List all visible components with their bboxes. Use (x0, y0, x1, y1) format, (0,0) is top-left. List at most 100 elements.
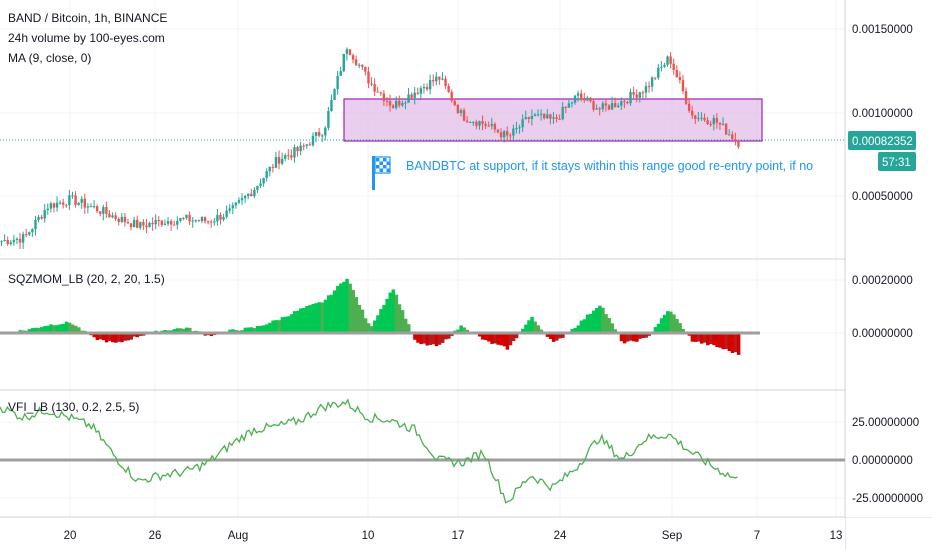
candle-body (502, 131, 506, 138)
candle-body (401, 103, 404, 106)
sqz-bar (255, 326, 260, 333)
candle-body (447, 86, 450, 92)
sqz-bar (530, 316, 534, 333)
sqz-bar (431, 333, 436, 345)
candle-body (120, 216, 123, 222)
candle-body (203, 217, 207, 222)
candle-body (74, 195, 77, 205)
sqz-bar (289, 314, 294, 333)
sqz-bar (61, 323, 66, 333)
candle-body (635, 94, 638, 98)
candle-body (604, 103, 608, 106)
sqz-bar (653, 327, 658, 333)
sqz-bar (555, 333, 559, 341)
volume-legend[interactable]: 24h volume by 100-eyes.com (8, 31, 165, 45)
sqz-bar (283, 316, 288, 333)
candle-body (691, 110, 694, 116)
sqz-bar (548, 333, 553, 339)
vfi-line-series[interactable] (0, 398, 738, 504)
sqz-bar (425, 333, 429, 346)
candle-body (154, 219, 157, 225)
sqz-bar (502, 333, 507, 347)
sqz-bar (70, 324, 75, 333)
sqz-bar (172, 329, 177, 333)
candle-body (592, 101, 595, 110)
sqz-bar (209, 333, 214, 337)
sqz-legend[interactable]: SQZMOM_LB (20, 2, 20, 1.5) (8, 272, 165, 286)
idea-annotation[interactable]: BANDBTC at support, if it stays within t… (372, 156, 813, 190)
sqz-bar (129, 333, 133, 340)
sqz-bar (181, 328, 186, 333)
candle-body (620, 101, 623, 106)
candle-body (265, 171, 268, 178)
sqz-bar (709, 333, 713, 345)
sqz-bar (259, 325, 263, 333)
squeeze-momentum-histogram[interactable] (0, 278, 741, 355)
sqz-bar (625, 333, 630, 342)
candle-body (428, 80, 432, 90)
sqz-bar (533, 321, 537, 333)
candle-body (243, 196, 247, 199)
last-price-value: 0.00082352 (852, 136, 913, 148)
candle-body (305, 144, 308, 146)
sqz-bar (311, 303, 315, 333)
candle-body (206, 221, 210, 223)
ma-legend[interactable]: MA (9, close, 0) (8, 51, 91, 65)
candle-body (496, 129, 500, 133)
candle-body (570, 102, 574, 104)
candle-body (657, 67, 660, 78)
candle-body (441, 78, 444, 80)
candle-body (188, 214, 191, 222)
sqz-bar (447, 333, 451, 339)
vfi-legend[interactable]: VFI_LB (130, 0.2, 2.5, 5) (8, 400, 139, 414)
sqz-bar (619, 333, 624, 342)
sqz-bar (286, 316, 291, 333)
vfi-line (0, 398, 738, 504)
candle-body (484, 123, 487, 126)
candle-body (354, 59, 358, 66)
candle-body (450, 91, 453, 101)
candle-body (256, 185, 259, 190)
candle-body (404, 102, 407, 104)
sqz-tick-label: 0.00020000 (852, 275, 913, 287)
sqz-bar (345, 278, 349, 333)
candle-body (77, 202, 80, 205)
candle-body (102, 207, 105, 214)
candle-body (543, 113, 546, 119)
sqz-bar (632, 333, 636, 342)
candle-body (506, 131, 509, 136)
price-axis[interactable] (846, 0, 932, 517)
sqz-bar (123, 333, 127, 341)
candle-body (80, 198, 83, 203)
candle-body (367, 71, 370, 84)
sqz-bar (656, 323, 661, 333)
time-axis[interactable] (0, 518, 845, 550)
sqz-bar (718, 333, 722, 348)
candle-body (83, 198, 86, 208)
candle-body (277, 157, 281, 164)
symbol-legend[interactable]: BAND / Bitcoin, 1h, BINANCE (8, 11, 167, 25)
candle-body (234, 202, 238, 206)
candle-body (351, 55, 355, 60)
candle-body (527, 117, 530, 119)
time-tick-label: 13 (830, 530, 843, 542)
sqz-bar (604, 314, 608, 333)
candlestick-series[interactable] (0, 47, 740, 249)
candle-body (173, 224, 176, 226)
candle-body (68, 195, 71, 206)
sqz-bar (638, 333, 642, 339)
sqz-bar (592, 310, 596, 333)
sqz-bar (400, 310, 405, 333)
candle-body (712, 118, 715, 125)
candle-body (552, 117, 555, 119)
candle-body (539, 113, 543, 115)
candle-body (117, 218, 120, 222)
candle-body (654, 77, 657, 79)
sqz-bar (394, 294, 399, 333)
sqz-bar (74, 325, 78, 333)
sqz-bar (558, 333, 562, 339)
sqz-bar (357, 304, 362, 333)
candle-body (422, 87, 426, 89)
candle-body (240, 198, 244, 201)
